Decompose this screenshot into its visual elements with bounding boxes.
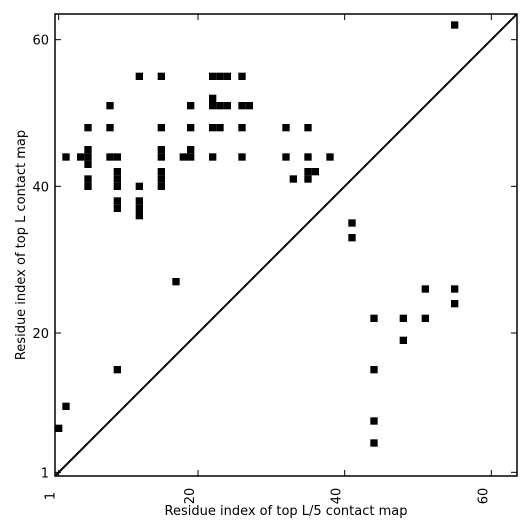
y-tick-label: 20 xyxy=(32,327,49,342)
contact-point-upper xyxy=(289,175,297,183)
contact-point-upper xyxy=(157,72,165,80)
contact-point-upper xyxy=(238,102,246,110)
y-axis-label: Residue index of top L contact map xyxy=(14,130,29,360)
contact-point-upper xyxy=(304,124,312,132)
contact-point-upper xyxy=(238,153,246,161)
y-tick-label: 1 xyxy=(41,466,49,481)
contact-point-lower xyxy=(370,439,378,447)
diagonal-line xyxy=(54,13,518,477)
contact-point-upper xyxy=(238,124,246,132)
contact-point-lower xyxy=(113,366,121,374)
contact-point-upper xyxy=(135,72,143,80)
contact-point-upper xyxy=(348,234,356,242)
contact-point-upper xyxy=(135,204,143,212)
contact-point-upper xyxy=(113,197,121,205)
contact-point-upper xyxy=(157,146,165,154)
contact-point-upper xyxy=(282,153,290,161)
contact-point-upper xyxy=(135,182,143,190)
contact-point-lower xyxy=(370,314,378,322)
contact-point-upper xyxy=(84,160,92,168)
contact-point-upper xyxy=(187,153,195,161)
contact-point-upper xyxy=(172,278,180,286)
contact-point-upper xyxy=(209,72,217,80)
contact-point-upper xyxy=(106,102,114,110)
contact-point-upper xyxy=(223,102,231,110)
contact-point-upper xyxy=(135,212,143,220)
contact-point-upper xyxy=(209,124,217,132)
contact-point-upper xyxy=(348,219,356,227)
x-tick-label: 60 xyxy=(476,488,491,505)
contact-point-upper xyxy=(311,168,319,176)
contact-point-upper xyxy=(135,197,143,205)
contact-point-upper xyxy=(223,72,231,80)
contact-point-upper xyxy=(282,124,290,132)
contact-point-upper xyxy=(84,182,92,190)
contact-point-upper xyxy=(157,175,165,183)
y-tick-label: 40 xyxy=(32,180,49,195)
x-tick-label: 40 xyxy=(330,488,345,505)
x-tick-label: 20 xyxy=(183,488,198,505)
contact-point-lower xyxy=(399,336,407,344)
axis-ticks: 1 20 40 60 1 20 40 60 xyxy=(32,14,517,504)
contact-point-upper xyxy=(157,153,165,161)
contact-point-upper xyxy=(238,72,246,80)
contact-point-lower xyxy=(421,314,429,322)
contact-point-lower xyxy=(421,285,429,293)
contact-point-lower xyxy=(399,314,407,322)
contact-point-upper xyxy=(113,204,121,212)
contact-points xyxy=(55,21,459,447)
contact-point-upper xyxy=(84,146,92,154)
contact-point-upper xyxy=(209,94,217,102)
contact-point-upper xyxy=(62,153,70,161)
contact-point-lower xyxy=(451,285,459,293)
plot-frame xyxy=(54,13,518,477)
contact-point-upper xyxy=(113,182,121,190)
contact-point-lower xyxy=(451,300,459,308)
contact-point-upper xyxy=(106,124,114,132)
contact-point-upper xyxy=(209,153,217,161)
contact-point-upper xyxy=(113,153,121,161)
contact-point-upper xyxy=(187,146,195,154)
contact-point-upper xyxy=(77,153,85,161)
contact-point-upper xyxy=(113,175,121,183)
contact-point-upper xyxy=(113,168,121,176)
contact-point-upper xyxy=(326,153,334,161)
contact-point-upper xyxy=(216,102,224,110)
contact-point-upper xyxy=(304,175,312,183)
contact-point-upper xyxy=(451,21,459,29)
contact-point-upper xyxy=(216,124,224,132)
contact-point-lower xyxy=(370,366,378,374)
contact-point-upper xyxy=(304,153,312,161)
contact-point-upper xyxy=(157,124,165,132)
y-tick-label: 60 xyxy=(32,34,49,49)
contact-point-upper xyxy=(304,168,312,176)
x-tick-label: 1 xyxy=(44,492,59,500)
contact-point-upper xyxy=(157,168,165,176)
x-axis-label: Residue index of top L/5 contact map xyxy=(165,504,408,519)
contact-point-upper xyxy=(84,153,92,161)
contact-point-upper xyxy=(187,124,195,132)
contact-point-upper xyxy=(84,175,92,183)
contact-point-upper xyxy=(245,102,253,110)
contact-point-upper xyxy=(106,153,114,161)
contact-point-lower xyxy=(370,417,378,425)
contact-point-upper xyxy=(209,102,217,110)
contact-point-lower xyxy=(55,424,63,432)
contact-point-upper xyxy=(179,153,187,161)
contact-point-upper xyxy=(216,72,224,80)
contact-point-upper xyxy=(187,102,195,110)
contact-point-lower xyxy=(62,402,70,410)
contact-point-upper xyxy=(157,182,165,190)
contact-point-upper xyxy=(84,124,92,132)
